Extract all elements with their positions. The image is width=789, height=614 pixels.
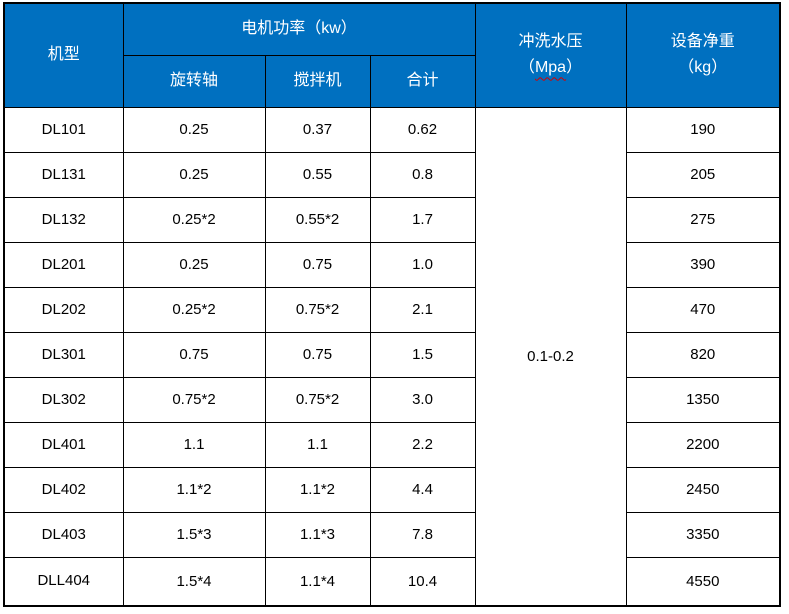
total-power-cell: 2.1: [369, 286, 476, 333]
model-cell: DL401: [3, 421, 124, 468]
mixer-power-cell: 1.1: [264, 421, 371, 468]
model-cell: DLL404: [3, 556, 124, 607]
net-weight-cell: 2450: [625, 466, 781, 513]
total-power-cell: 1.5: [369, 331, 476, 378]
table-row: DL402 1.1*2 1.1*2 4.4 2450: [3, 466, 781, 513]
net-weight-line1: 设备净重: [670, 33, 735, 51]
net-weight-cell: 1350: [625, 376, 781, 423]
header-net-weight: 设备净重 （kg）: [625, 2, 781, 108]
model-cell: DL402: [3, 466, 124, 513]
header-total: 合计: [369, 54, 476, 108]
net-weight-cell: 2200: [625, 421, 781, 468]
total-power-cell: 1.0: [369, 241, 476, 288]
shaft-power-cell: 1.5*4: [122, 556, 266, 607]
net-weight-cell: 190: [625, 106, 781, 153]
header-model: 机型: [3, 2, 124, 108]
header-rotating-shaft: 旋转轴: [122, 54, 266, 108]
table-row: DL132 0.25*2 0.55*2 1.7 275: [3, 196, 781, 243]
net-weight-cell: 205: [625, 151, 781, 198]
shaft-power-cell: 0.25*2: [122, 196, 266, 243]
header-motor-power-group: 电机功率（kw）: [122, 2, 476, 56]
total-power-cell: 7.8: [369, 511, 476, 558]
header-mixer: 搅拌机: [264, 54, 371, 108]
total-power-cell: 0.62: [369, 106, 476, 153]
mixer-power-cell: 0.55*2: [264, 196, 371, 243]
shaft-power-cell: 0.75*2: [122, 376, 266, 423]
total-power-cell: 10.4: [369, 556, 476, 607]
shaft-power-cell: 1.5*3: [122, 511, 266, 558]
table-row: DL302 0.75*2 0.75*2 3.0 1350: [3, 376, 781, 423]
net-weight-cell: 4550: [625, 556, 781, 607]
shaft-power-cell: 1.1: [122, 421, 266, 468]
net-weight-cell: 275: [625, 196, 781, 243]
flush-pressure-cell: 0.1-0.2: [474, 106, 627, 607]
shaft-power-cell: 0.25: [122, 106, 266, 153]
flush-pressure-line2: （Mpa）: [476, 55, 625, 81]
pressure-unit-misspelled: Mpa: [534, 59, 567, 77]
header-row-1: 机型 电机功率（kw） 冲洗水压 （Mpa） 设备净重 （kg）: [3, 2, 781, 108]
total-power-cell: 2.2: [369, 421, 476, 468]
shaft-power-cell: 0.25: [122, 241, 266, 288]
shaft-power-cell: 0.25*2: [122, 286, 266, 333]
net-weight-cell: 470: [625, 286, 781, 333]
net-weight-cell: 820: [625, 331, 781, 378]
table-row: DL201 0.25 0.75 1.0 390: [3, 241, 781, 288]
table-row: DL401 1.1 1.1 2.2 2200: [3, 421, 781, 468]
shaft-power-cell: 1.1*2: [122, 466, 266, 513]
mixer-power-cell: 0.75*2: [264, 286, 371, 333]
table-row: DLL404 1.5*4 1.1*4 10.4 4550: [3, 556, 781, 607]
table-row: DL101 0.25 0.37 0.62 0.1-0.2 190: [3, 106, 781, 607]
header-row-2: 旋转轴 搅拌机 合计: [4, 54, 780, 108]
mixer-power-cell: 0.37: [264, 106, 371, 153]
net-weight-cell: 390: [625, 241, 781, 288]
model-cell: DL403: [3, 511, 124, 558]
equipment-spec-table: 机型 电机功率（kw） 冲洗水压 （Mpa） 设备净重 （kg） 旋转轴 搅拌机…: [3, 2, 781, 607]
table-row: DL202 0.25*2 0.75*2 2.1 470: [3, 286, 781, 333]
pressure-open-paren: （: [518, 59, 535, 77]
table-row: DL403 1.5*3 1.1*3 7.8 3350: [3, 511, 781, 558]
net-weight-line2: （kg）: [678, 59, 728, 77]
total-power-cell: 3.0: [369, 376, 476, 423]
model-cell: DL202: [3, 286, 124, 333]
model-cell: DL201: [3, 241, 124, 288]
mixer-power-cell: 0.55: [264, 151, 371, 198]
model-cell: DL101: [3, 106, 124, 153]
mixer-power-cell: 1.1*2: [264, 466, 371, 513]
header-flush-pressure: 冲洗水压 （Mpa）: [474, 2, 627, 108]
total-power-cell: 1.7: [369, 196, 476, 243]
model-cell: DL131: [3, 151, 124, 198]
shaft-power-cell: 0.25: [122, 151, 266, 198]
total-power-cell: 0.8: [369, 151, 476, 198]
mixer-power-cell: 0.75: [264, 331, 371, 378]
shaft-power-cell: 0.75: [122, 331, 266, 378]
mixer-power-cell: 1.1*4: [264, 556, 371, 607]
net-weight-cell: 3350: [625, 511, 781, 558]
mixer-power-cell: 0.75*2: [264, 376, 371, 423]
model-cell: DL302: [3, 376, 124, 423]
model-cell: DL301: [3, 331, 124, 378]
table-row: DL301 0.75 0.75 1.5 820: [3, 331, 781, 378]
pressure-close-paren: ）: [566, 59, 583, 77]
table-row: DL131 0.25 0.55 0.8 205: [3, 151, 781, 198]
mixer-power-cell: 1.1*3: [264, 511, 371, 558]
flush-pressure-line1: 冲洗水压: [518, 33, 583, 51]
total-power-cell: 4.4: [369, 466, 476, 513]
model-cell: DL132: [3, 196, 124, 243]
mixer-power-cell: 0.75: [264, 241, 371, 288]
